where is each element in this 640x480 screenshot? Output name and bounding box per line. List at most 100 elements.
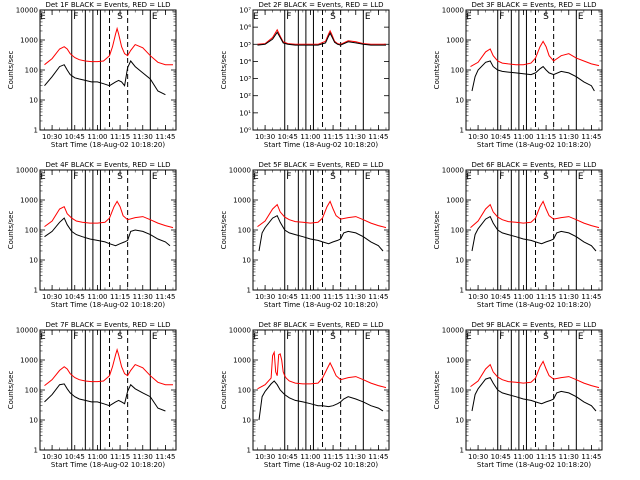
- plot-frame: [252, 9, 390, 131]
- x-tick-label: 11:15: [323, 133, 343, 141]
- y-tick-label: 10⁵: [239, 41, 251, 49]
- chart-title: Det 4F BLACK = Events, RED = LLD: [45, 161, 170, 169]
- y-tick-label: 10: [455, 257, 464, 265]
- chart-title: Det 5F BLACK = Events, RED = LLD: [258, 161, 383, 169]
- chart-panel-3: Det 3F BLACK = Events, RED = LLD 1 10 100 10…: [433, 1, 603, 149]
- lld-series-line: [44, 26, 173, 66]
- y-tick-label: 100: [451, 67, 464, 75]
- chart-panel-1: Det 1F BLACK = Events, RED = LLD 1 10 100 10…: [7, 1, 177, 149]
- chart-panel-2: Det 2F BLACK = Events, RED = LLD 10⁰ 10¹ 10…: [220, 1, 390, 149]
- chart-title: Det 7F BLACK = Events, RED = LLD: [45, 321, 170, 329]
- y-axis-label: Counts/sec: [220, 371, 228, 410]
- interval-label: S: [543, 332, 549, 342]
- y-tick-label: 10: [29, 97, 38, 105]
- y-tick-label: 1000: [446, 197, 464, 205]
- y-axis-label: Counts/sec: [433, 211, 441, 250]
- interval-label: F: [286, 12, 291, 22]
- y-axis-label: Counts/sec: [433, 51, 441, 90]
- interval-label: E: [365, 12, 371, 22]
- x-axis-label: Start Time (18-Aug-02 10:18:20): [51, 141, 165, 149]
- x-tick-label: 11:15: [110, 133, 130, 141]
- interval-label: S: [117, 332, 123, 342]
- plot-frame: [39, 9, 177, 131]
- x-tick-label: 10:45: [491, 293, 511, 301]
- y-axis-label: Counts/sec: [7, 371, 15, 410]
- x-tick-label: 11:45: [155, 453, 175, 461]
- plot-frame: [465, 329, 603, 451]
- lld-series-line: [44, 200, 174, 229]
- y-tick-label: 10000: [16, 7, 38, 15]
- x-tick-label: 11:00: [300, 133, 320, 141]
- x-axis-label: Start Time (18-Aug-02 10:18:20): [477, 301, 591, 309]
- x-tick-label: 11:45: [581, 133, 601, 141]
- interval-label: S: [543, 12, 549, 22]
- y-tick-label: 10000: [229, 327, 251, 335]
- y-tick-label: 1: [34, 287, 38, 295]
- y-tick-label: 10⁷: [239, 7, 251, 15]
- x-tick-label: 11:00: [87, 293, 107, 301]
- x-tick-label: 10:30: [468, 133, 488, 141]
- interval-label: S: [330, 332, 336, 342]
- x-tick-label: 11:45: [581, 453, 601, 461]
- x-tick-label: 11:30: [559, 293, 579, 301]
- plot-frame: [465, 9, 603, 131]
- interval-label: S: [330, 172, 336, 182]
- y-tick-label: 100: [451, 387, 464, 395]
- y-tick-label: 10⁰: [239, 127, 251, 135]
- x-axis-label: Start Time (18-Aug-02 10:18:20): [51, 301, 165, 309]
- x-axis-label: Start Time (18-Aug-02 10:18:20): [51, 461, 165, 469]
- x-tick-label: 11:45: [368, 453, 388, 461]
- interval-label: E: [253, 332, 259, 342]
- chart-panel-5: Det 5F BLACK = Events, RED = LLD 1 10 100 10…: [220, 161, 390, 309]
- y-tick-label: 10000: [442, 7, 464, 15]
- x-tick-label: 11:30: [133, 453, 153, 461]
- chart-panel-6: Det 6F BLACK = Events, RED = LLD 1 10 100 10…: [433, 161, 603, 309]
- y-tick-label: 1: [247, 447, 251, 455]
- y-tick-label: 1: [34, 447, 38, 455]
- lld-series-line: [470, 200, 600, 229]
- y-tick-label: 1: [34, 127, 38, 135]
- y-axis-label: Counts/sec: [7, 51, 15, 90]
- events-series-line: [258, 215, 384, 252]
- plot-frame: [39, 169, 177, 291]
- y-tick-label: 10: [29, 417, 38, 425]
- x-tick-label: 11:15: [536, 133, 556, 141]
- y-tick-label: 10000: [442, 167, 464, 175]
- interval-label: E: [253, 172, 259, 182]
- events-series-line: [44, 60, 166, 96]
- y-tick-label: 1: [460, 447, 464, 455]
- events-series-line: [44, 383, 166, 412]
- y-axis-label: Counts/sec: [220, 211, 228, 250]
- x-axis-label: Start Time (18-Aug-02 10:18:20): [264, 461, 378, 469]
- chart-panel-8: Det 8F BLACK = Events, RED = LLD 1 10 100 10…: [220, 321, 390, 469]
- y-tick-label: 1000: [20, 37, 38, 45]
- interval-label: E: [578, 12, 584, 22]
- x-tick-label: 10:30: [255, 453, 275, 461]
- interval-label: F: [499, 12, 504, 22]
- y-tick-label: 100: [451, 227, 464, 235]
- interval-label: S: [117, 172, 123, 182]
- x-tick-label: 11:15: [323, 293, 343, 301]
- plot-frame: [465, 169, 603, 291]
- x-tick-label: 10:45: [278, 453, 298, 461]
- interval-label: F: [499, 332, 504, 342]
- x-tick-label: 10:45: [278, 293, 298, 301]
- interval-label: E: [40, 332, 46, 342]
- y-tick-label: 10: [242, 417, 251, 425]
- y-tick-label: 10⁴: [239, 58, 251, 66]
- chart-title: Det 1F BLACK = Events, RED = LLD: [45, 1, 170, 9]
- interval-label: E: [578, 172, 584, 182]
- interval-label: F: [286, 172, 291, 182]
- y-tick-label: 1000: [446, 357, 464, 365]
- x-tick-label: 11:45: [155, 293, 175, 301]
- x-tick-label: 10:30: [468, 293, 488, 301]
- x-tick-label: 11:45: [368, 293, 388, 301]
- x-tick-label: 11:30: [346, 453, 366, 461]
- x-tick-label: 11:00: [87, 133, 107, 141]
- y-tick-label: 100: [25, 387, 38, 395]
- events-series-line: [471, 376, 597, 412]
- x-tick-label: 11:00: [300, 453, 320, 461]
- y-tick-label: 100: [238, 227, 251, 235]
- interval-label: F: [73, 12, 78, 22]
- chart-title: Det 6F BLACK = Events, RED = LLD: [471, 161, 596, 169]
